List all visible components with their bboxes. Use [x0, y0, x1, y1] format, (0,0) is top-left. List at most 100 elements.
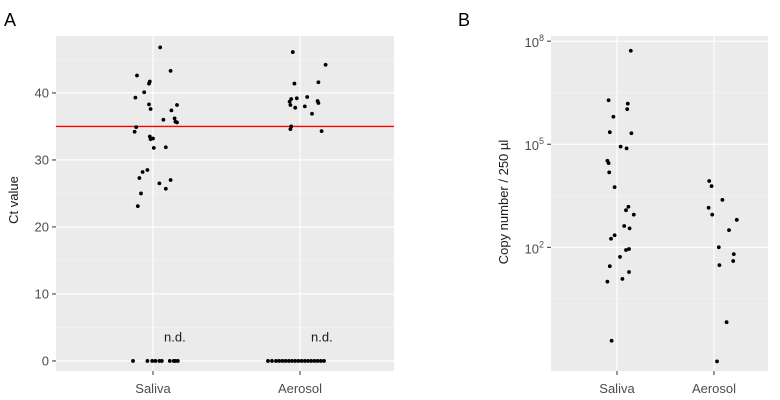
data-point [150, 359, 155, 363]
y-tick-label: 108 [525, 33, 544, 50]
data-point [606, 98, 611, 103]
data-point [306, 359, 310, 363]
data-point [288, 103, 293, 107]
panel-b-plot-area [551, 36, 768, 371]
data-point [153, 359, 158, 363]
panel-b-letter: B [458, 10, 470, 30]
nd-annotation-saliva: n.d. [164, 330, 186, 345]
panel-a-points [131, 45, 328, 363]
data-point [607, 130, 612, 135]
data-point [163, 145, 168, 150]
data-point [283, 359, 288, 363]
y-tick-base: 10 [525, 241, 539, 256]
data-point [309, 359, 314, 363]
y-tick-label: 0 [42, 353, 49, 368]
data-point [294, 96, 299, 101]
y-tick-exponent: 5 [539, 136, 544, 146]
data-point [612, 185, 617, 190]
data-point [607, 264, 612, 269]
data-point [168, 68, 173, 73]
data-point [290, 359, 294, 363]
data-point [316, 80, 321, 85]
data-point [142, 90, 147, 95]
y-tick-label: 30 [35, 152, 49, 167]
data-point [290, 50, 295, 54]
data-point [161, 117, 166, 122]
x-tick-label-aerosol: Aerosol [692, 381, 736, 396]
data-point [707, 179, 712, 183]
data-point [624, 208, 628, 213]
data-point [625, 101, 630, 106]
data-point [292, 81, 297, 86]
data-point [287, 99, 292, 104]
data-point [302, 104, 307, 109]
data-point [618, 255, 622, 259]
x-tick-label-aerosol: Aerosol [278, 381, 322, 396]
data-point [620, 277, 625, 281]
data-point [151, 136, 155, 141]
data-point [134, 125, 139, 130]
data-point [319, 129, 324, 134]
data-point [731, 252, 736, 257]
data-point [157, 181, 162, 186]
panel-b-grid [547, 36, 768, 375]
data-point [607, 170, 612, 175]
y-tick-label: 20 [35, 219, 49, 234]
data-point [715, 359, 719, 364]
data-point [151, 145, 156, 150]
data-point [318, 359, 323, 363]
data-point [323, 62, 328, 67]
data-point [147, 79, 152, 84]
data-point [731, 259, 736, 263]
data-point [172, 116, 177, 121]
data-point [280, 359, 285, 363]
data-point [145, 359, 150, 363]
data-point [605, 279, 610, 284]
data-point [158, 45, 163, 50]
data-point [175, 103, 179, 107]
data-point [709, 184, 714, 189]
data-point [137, 176, 142, 180]
data-point [717, 263, 722, 268]
data-point [132, 129, 137, 134]
data-point [628, 48, 633, 53]
data-point [131, 359, 135, 363]
data-point [706, 205, 711, 210]
y-tick-label: 102 [525, 239, 544, 256]
data-point [140, 170, 145, 174]
panel-a: A n.d. n.d. 0 10 20 30 40 Saliva Aerosol… [4, 10, 394, 396]
data-point [724, 320, 729, 325]
panel-a-y-axis-title: Ct value [6, 176, 21, 224]
panel-a-plot-area [56, 36, 394, 371]
data-point [305, 95, 310, 99]
data-point [727, 228, 731, 233]
data-point [627, 247, 631, 251]
data-point [302, 359, 307, 363]
data-point [625, 107, 630, 112]
data-point [168, 178, 173, 182]
data-point [609, 236, 613, 241]
data-point [624, 248, 628, 252]
data-point [631, 212, 636, 217]
y-tick-base: 10 [525, 138, 539, 153]
data-point [710, 212, 715, 217]
data-point [175, 120, 179, 125]
data-point [296, 359, 301, 363]
data-point [627, 226, 632, 231]
y-tick-label: 105 [525, 136, 544, 153]
data-point [618, 144, 623, 149]
data-point [299, 359, 304, 363]
data-point [135, 73, 139, 78]
x-tick-label-saliva: Saliva [599, 381, 635, 396]
data-point [163, 186, 168, 191]
nd-annotation-aerosol: n.d. [311, 330, 333, 345]
data-point [293, 359, 298, 363]
data-point [716, 245, 721, 250]
data-point [145, 168, 150, 172]
data-point [322, 359, 326, 363]
data-point [624, 146, 629, 151]
data-point [312, 359, 317, 363]
data-point [288, 127, 293, 132]
data-point [622, 224, 627, 228]
